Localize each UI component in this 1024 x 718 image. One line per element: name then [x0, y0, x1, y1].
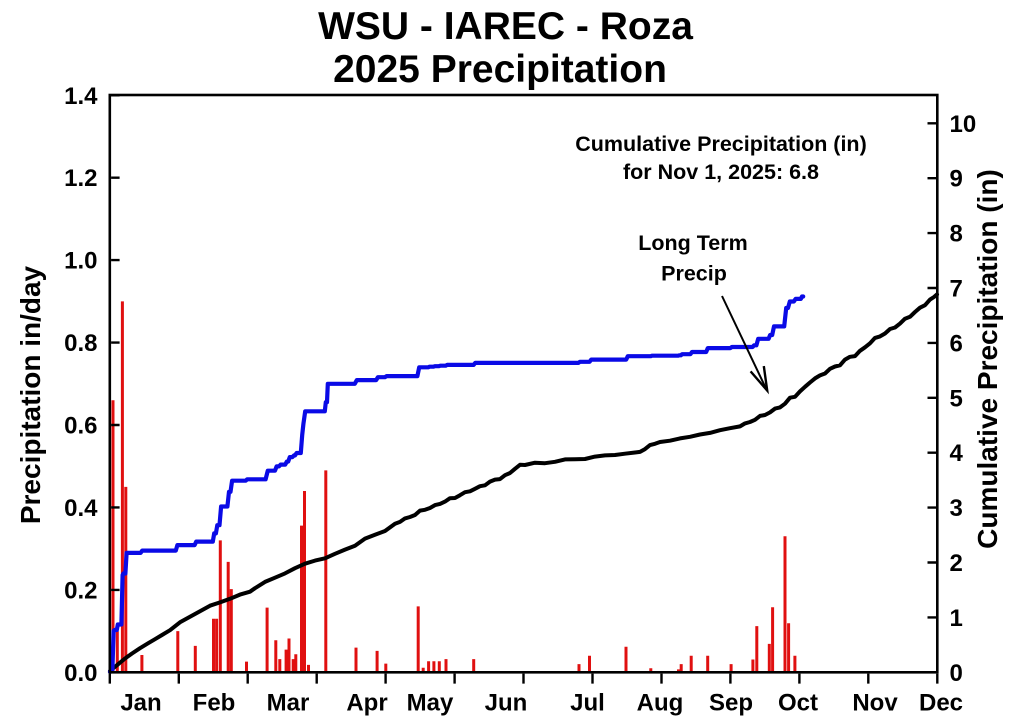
svg-text:10: 10: [950, 111, 977, 138]
svg-text:May: May: [407, 690, 454, 717]
svg-text:Jun: Jun: [485, 690, 528, 717]
svg-text:Cumulative Precipitation (in): Cumulative Precipitation (in): [575, 132, 866, 156]
svg-text:1.2: 1.2: [64, 165, 97, 192]
svg-text:0.0: 0.0: [64, 660, 97, 687]
svg-text:0.2: 0.2: [64, 577, 97, 604]
svg-text:Cumulative Precipitation (in): Cumulative Precipitation (in): [972, 169, 1003, 549]
svg-text:0.4: 0.4: [64, 495, 98, 522]
svg-text:WSU - IAREC - Roza: WSU - IAREC - Roza: [318, 5, 693, 48]
svg-text:Precip: Precip: [661, 262, 727, 286]
svg-text:6: 6: [950, 330, 963, 357]
svg-text:0: 0: [950, 660, 963, 687]
svg-text:Dec: Dec: [919, 690, 963, 717]
svg-text:9: 9: [950, 166, 963, 193]
svg-text:2: 2: [950, 550, 963, 577]
svg-text:Mar: Mar: [267, 690, 310, 717]
svg-text:2025 Precipitation: 2025 Precipitation: [333, 48, 667, 91]
svg-text:1.4: 1.4: [64, 83, 98, 110]
svg-text:Aug: Aug: [637, 690, 684, 717]
svg-text:8: 8: [950, 221, 963, 248]
svg-text:for Nov 1, 2025: 6.8: for Nov 1, 2025: 6.8: [623, 160, 819, 184]
svg-text:Nov: Nov: [852, 690, 898, 717]
svg-text:3: 3: [950, 495, 963, 522]
svg-text:0.6: 0.6: [64, 413, 97, 440]
svg-text:Jan: Jan: [120, 690, 161, 717]
svg-text:5: 5: [950, 385, 963, 412]
svg-text:1: 1: [950, 605, 963, 632]
svg-text:7: 7: [950, 276, 963, 303]
svg-text:Jul: Jul: [570, 690, 605, 717]
svg-text:Sep: Sep: [709, 690, 753, 717]
svg-text:Apr: Apr: [346, 690, 387, 717]
svg-text:Oct: Oct: [778, 690, 818, 717]
svg-text:0.8: 0.8: [64, 330, 97, 357]
svg-text:4: 4: [950, 440, 964, 467]
svg-text:Feb: Feb: [193, 690, 236, 717]
svg-text:1.0: 1.0: [64, 248, 97, 275]
svg-text:Long Term: Long Term: [638, 231, 747, 255]
svg-text:Precipitation in/day: Precipitation in/day: [15, 265, 46, 524]
